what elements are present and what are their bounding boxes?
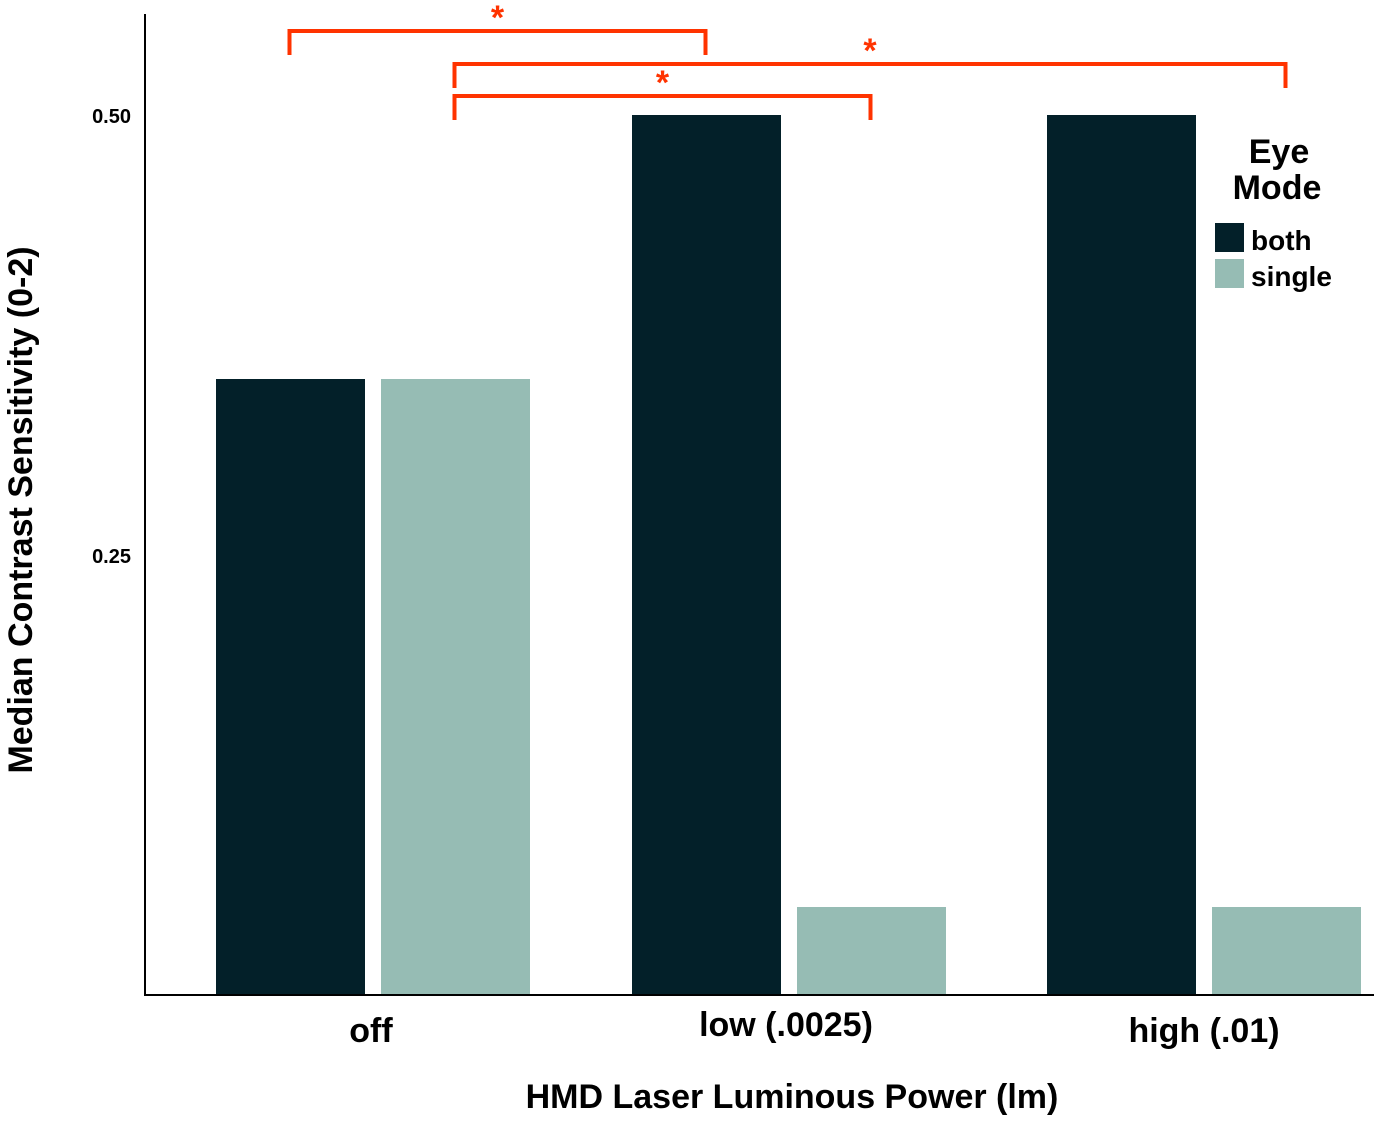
legend-title-line-2: Mode <box>1233 169 1322 207</box>
significance-star-0: * <box>491 0 505 37</box>
bar-single-1 <box>797 907 946 995</box>
x-axis-title: HMD Laser Luminous Power (lm) <box>526 1078 1059 1116</box>
legend-label-single: single <box>1251 261 1332 292</box>
x-tick-label-1: low (.0025) <box>699 1006 873 1044</box>
y-tick-label-1: 0.50 <box>92 106 131 128</box>
significance-star-1: * <box>863 32 877 70</box>
bar-both-2 <box>1047 115 1196 995</box>
legend-swatch-both <box>1215 223 1244 252</box>
x-tick-label-2: high (.01) <box>1128 1012 1279 1050</box>
bar-single-0 <box>381 379 530 995</box>
significance-bracket-0 <box>287 29 708 55</box>
x-tick-label-0: off <box>349 1012 393 1050</box>
axes <box>144 14 1374 996</box>
y-axis-title: Median Contrast Sensitivity (0-2) <box>2 246 40 773</box>
bar-both-0 <box>216 379 365 995</box>
legend-title-line-1: Eye <box>1249 133 1310 171</box>
y-tick-labels: 0.25 0.50 <box>92 106 131 568</box>
x-tick-labels: off low (.0025) high (.01) <box>349 1006 1279 1050</box>
significance-bracket-2 <box>452 94 873 120</box>
legend-label-both: both <box>1251 225 1312 256</box>
significance-annotations: * * * <box>287 0 1288 120</box>
significance-bracket-1 <box>452 62 1288 88</box>
bars-layer <box>216 115 1361 995</box>
legend: Eye Mode both single <box>1215 133 1332 292</box>
bar-single-2 <box>1212 907 1361 995</box>
significance-star-2: * <box>656 64 670 102</box>
y-tick-label-0: 0.25 <box>92 546 131 568</box>
legend-swatch-single <box>1215 259 1244 288</box>
bar-both-1 <box>632 115 781 995</box>
